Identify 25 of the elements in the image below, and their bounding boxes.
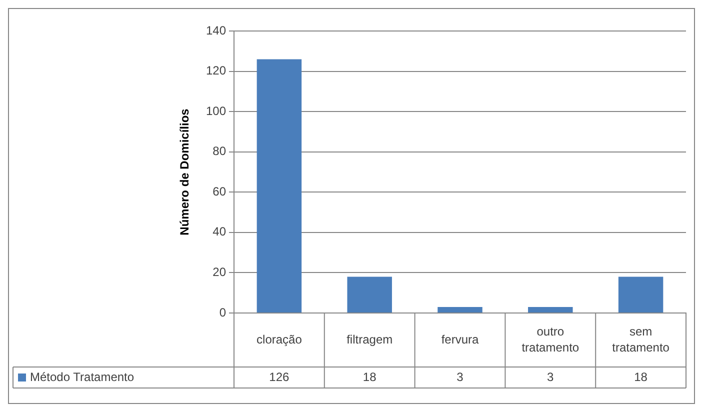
bar <box>618 276 664 312</box>
y-tick-label: 40 <box>212 224 226 239</box>
bar <box>256 59 302 312</box>
x-tick-label: outro tratamento <box>522 324 580 354</box>
x-tick-label: cloração <box>256 332 302 346</box>
x-tick-label: fervura <box>441 332 479 346</box>
data-label: 18 <box>634 370 648 384</box>
bar <box>528 306 573 312</box>
data-label: 3 <box>456 370 464 384</box>
x-tick-label: sem tratamento <box>612 324 670 354</box>
y-tick-label: 0 <box>219 305 226 320</box>
y-tick-label: 120 <box>206 64 226 78</box>
data-label: 3 <box>547 370 554 384</box>
bar <box>438 306 482 312</box>
y-tick-label: 100 <box>206 104 226 118</box>
y-tick-label: 60 <box>212 184 226 198</box>
y-axis-title: Número de Domicílios <box>178 108 192 236</box>
x-tick-label: filtragem <box>346 332 393 346</box>
data-label: 18 <box>362 370 377 384</box>
legend-label: Método Tratamento <box>30 370 134 384</box>
y-tick-label: 140 <box>206 23 226 38</box>
data-label: 126 <box>269 370 290 384</box>
y-tick-label: 80 <box>212 144 226 158</box>
y-tick-label: 20 <box>212 265 226 280</box>
bar <box>347 276 392 312</box>
